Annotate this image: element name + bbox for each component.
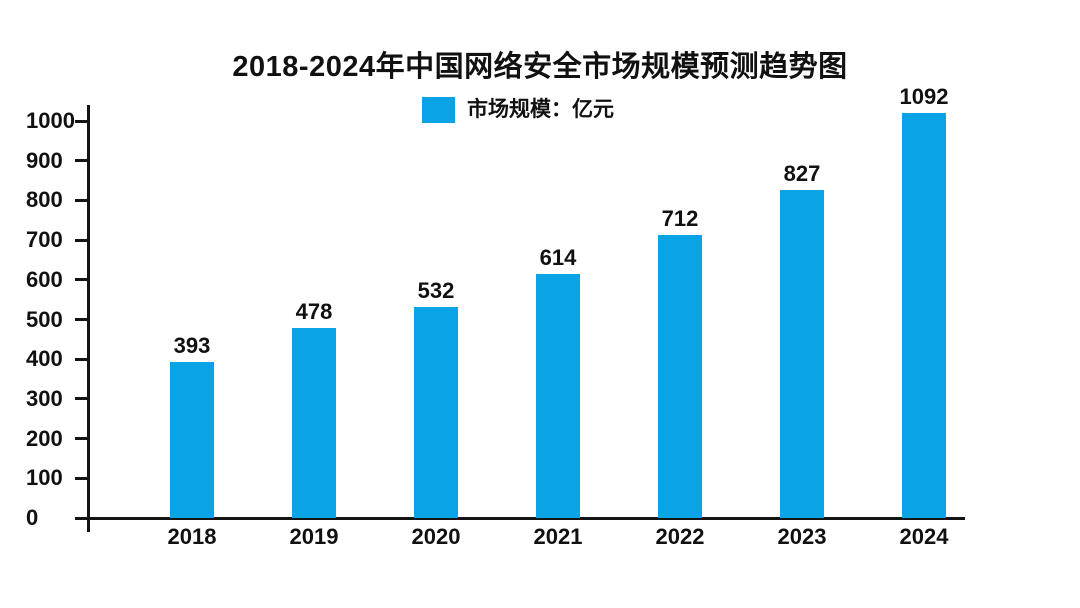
y-tick-mark-600: [75, 278, 89, 282]
x-tick-label-2019: 2019: [289, 524, 339, 549]
y-tick-label-200: 200: [26, 425, 63, 451]
x-tick-label-2022: 2022: [655, 524, 705, 549]
y-tick-mark-800: [75, 198, 89, 202]
y-tick-label-600: 600: [26, 266, 63, 292]
y-tick-mark-200: [75, 437, 89, 441]
bar-value-label-2023: 827: [783, 160, 821, 186]
bar-2020: [414, 306, 458, 518]
x-tick-label-2020: 2020: [411, 524, 461, 549]
y-tick-mark-900: [75, 159, 89, 163]
bar-2019: [292, 328, 336, 518]
y-tick-mark-100: [75, 476, 89, 480]
y-tick-mark-0: [75, 516, 89, 520]
bar-2021: [536, 274, 580, 518]
y-tick-label-500: 500: [26, 306, 63, 332]
y-tick-label-400: 400: [26, 346, 63, 372]
y-tick-label-700: 700: [26, 227, 63, 253]
x-tick-label-2018: 2018: [167, 524, 217, 549]
y-tick-mark-300: [75, 397, 89, 401]
y-tick-mark-1000: [75, 119, 89, 123]
bar-2022: [658, 235, 702, 518]
bar-2023: [780, 189, 824, 518]
legend-swatch: [422, 97, 455, 123]
x-tick-label-2024: 2024: [899, 524, 949, 549]
x-tick-label-2021: 2021: [533, 524, 583, 549]
y-tick-label-300: 300: [26, 385, 63, 411]
bar-value-label-2019: 478: [295, 299, 333, 325]
y-tick-label-0: 0: [26, 505, 39, 530]
bar-2024: [902, 113, 946, 518]
x-axis-line: [88, 517, 965, 520]
bar-value-label-2021: 614: [539, 245, 577, 271]
y-tick-mark-500: [75, 318, 89, 321]
y-tick-mark-700: [75, 238, 89, 242]
bar-value-label-2020: 532: [417, 277, 455, 303]
legend: 市场规模：亿元: [422, 97, 614, 123]
y-tick-label-100: 100: [26, 465, 63, 491]
bar-value-label-2018: 393: [173, 332, 211, 358]
bar-value-label-2024: 1092: [899, 84, 949, 109]
y-tick-label-900: 900: [26, 147, 63, 173]
y-tick-label-800: 800: [26, 187, 63, 213]
y-tick-label-1000: 1000: [26, 108, 75, 133]
bar-2018: [170, 361, 214, 518]
bar-value-label-2022: 712: [661, 206, 699, 232]
y-tick-mark-400: [75, 357, 89, 361]
x-tick-label-2023: 2023: [777, 524, 827, 549]
legend-label: 市场规模：亿元: [467, 98, 614, 121]
chart-title: 2018-2024年中国网络安全市场规模预测趋势图: [232, 51, 848, 83]
